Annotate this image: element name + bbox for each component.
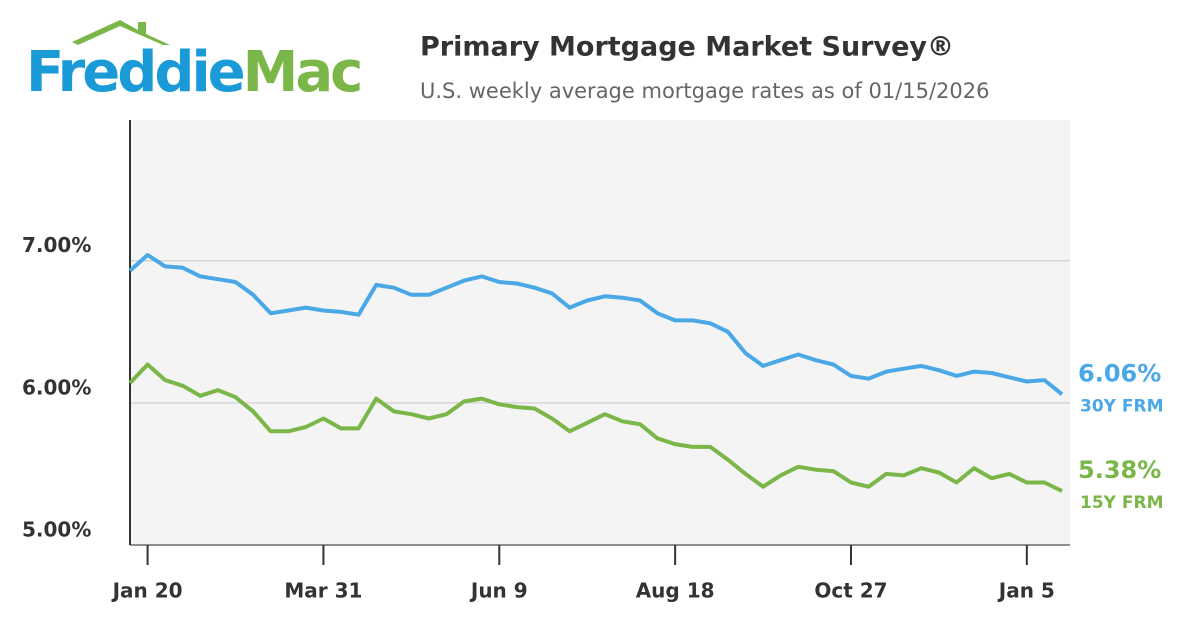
x-tick-label: Jan 5 — [997, 579, 1055, 603]
value-label: 6.06% — [1078, 359, 1161, 387]
x-tick-label: Aug 18 — [636, 579, 715, 603]
logo-roof — [72, 20, 170, 45]
x-tick-label: Jan 20 — [111, 579, 183, 603]
logo: FreddieMac — [26, 20, 363, 105]
x-tick-label: Jun 9 — [469, 579, 528, 603]
y-tick-label: 7.00% — [22, 233, 91, 257]
value-label: 5.38% — [1078, 456, 1161, 484]
logo-left: Freddie — [26, 40, 244, 105]
legend-label: 30Y FRM — [1080, 396, 1164, 416]
logo-text: FreddieMac — [26, 40, 360, 105]
series-line — [128, 253, 1064, 396]
x-tick-label: Mar 31 — [284, 579, 362, 603]
chart-subtitle: U.S. weekly average mortgage rates as of… — [420, 79, 990, 103]
logo-right: Mac — [243, 40, 361, 105]
y-tick-label: 6.00% — [22, 375, 91, 399]
chart-title: Primary Mortgage Market Survey® — [420, 32, 954, 63]
x-tick-label: Oct 27 — [814, 579, 887, 603]
series-line — [128, 362, 1063, 493]
legend-label: 15Y FRM — [1080, 493, 1164, 513]
plot-area — [130, 120, 1070, 545]
y-tick-label: 5.00% — [22, 518, 91, 542]
